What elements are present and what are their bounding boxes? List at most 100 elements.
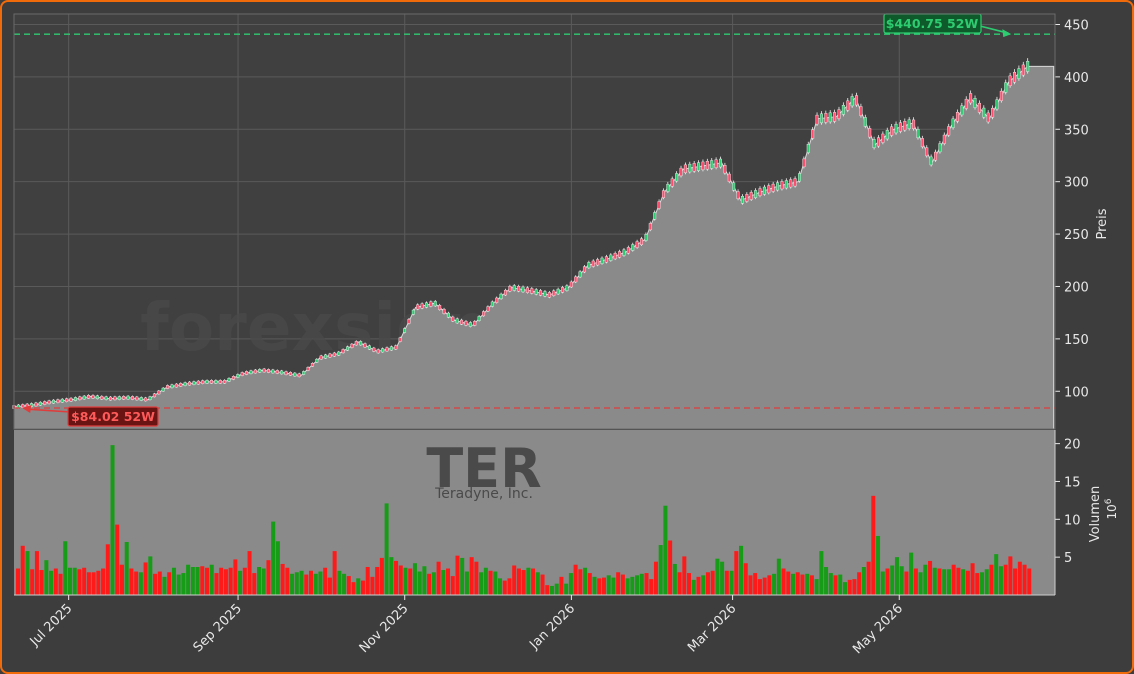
- volume-bar: [412, 563, 417, 595]
- volume-bar: [876, 535, 881, 595]
- candle-body: [183, 382, 187, 386]
- volume-y-axis: 5 10 15 20: [1055, 438, 1081, 566]
- volume-bar: [77, 569, 82, 595]
- volume-bar: [866, 561, 871, 595]
- volume-bar: [384, 503, 389, 595]
- candle-body: [495, 297, 499, 303]
- candle-body: [525, 287, 529, 293]
- volume-bar: [422, 566, 427, 595]
- candle-body: [403, 328, 407, 333]
- volume-bar: [233, 559, 238, 595]
- volume-bar: [757, 579, 762, 595]
- candle-body: [530, 288, 534, 294]
- volume-bar: [653, 561, 658, 595]
- volume-bar: [294, 572, 299, 595]
- candle-body: [736, 191, 740, 199]
- volume-bar: [710, 570, 715, 595]
- volume-bar: [994, 554, 999, 595]
- volume-bar: [493, 571, 498, 595]
- volume-bar: [918, 572, 923, 595]
- volume-bar: [285, 567, 290, 595]
- volume-bar: [408, 568, 413, 595]
- volume-bar: [597, 578, 602, 595]
- volume-bar: [625, 578, 630, 595]
- volume-bar: [356, 578, 361, 595]
- volume-bar: [809, 575, 814, 595]
- volume-bar: [668, 540, 673, 595]
- candle-body: [152, 393, 156, 398]
- volume-bar: [587, 573, 592, 595]
- candle-body: [613, 252, 617, 260]
- volume-bar: [304, 574, 309, 595]
- volume-bar: [739, 545, 744, 595]
- volume-bar: [672, 563, 677, 595]
- candle-body: [732, 182, 736, 191]
- candle-body: [262, 368, 266, 373]
- volume-bar: [266, 560, 271, 595]
- candle-body: [60, 398, 64, 403]
- volume-bar: [677, 572, 682, 595]
- candle-body: [201, 380, 205, 384]
- candle-body: [604, 256, 608, 263]
- candle-body: [328, 353, 332, 358]
- candle-body: [934, 151, 938, 161]
- candle-body: [275, 370, 279, 374]
- candle-body: [407, 319, 411, 324]
- candle-body: [797, 173, 801, 182]
- volume-bar: [247, 551, 252, 595]
- candle-body: [188, 381, 192, 386]
- candle-body: [925, 147, 929, 157]
- candle-body: [1026, 61, 1030, 72]
- volume-bar: [592, 576, 597, 595]
- volume-bar: [611, 577, 616, 595]
- volume-bar: [124, 542, 129, 595]
- candle-body: [912, 119, 916, 130]
- volume-bar: [1003, 564, 1008, 595]
- volume-bar: [398, 565, 403, 595]
- x-tick-label: Sep 2025: [191, 601, 245, 655]
- candle-body: [236, 374, 240, 378]
- candle-body: [30, 403, 34, 407]
- candle-body: [174, 383, 178, 388]
- volume-bar: [351, 582, 356, 595]
- volume-bar: [531, 568, 536, 595]
- volume-bar: [687, 573, 692, 595]
- candle-body: [433, 301, 437, 307]
- candle-body: [424, 302, 428, 308]
- candle-body: [367, 345, 371, 350]
- candle-body: [841, 105, 845, 115]
- candle-body: [868, 128, 872, 138]
- candle-body: [381, 348, 385, 353]
- volume-bar: [252, 573, 257, 595]
- candle-body: [319, 355, 323, 360]
- candle-body: [745, 194, 749, 202]
- candle-body: [688, 163, 692, 173]
- candle-body: [205, 380, 209, 384]
- candle-body: [771, 183, 775, 192]
- volume-bar: [44, 560, 49, 595]
- candle-body: [556, 288, 560, 295]
- date-axis: Jul 2025 Sep 2025 Nov 2025 Jan 2026 Mar 2026…: [27, 595, 906, 657]
- candle-body: [130, 396, 134, 400]
- volume-bar: [965, 570, 970, 595]
- candle-body: [714, 159, 718, 168]
- candle-body: [280, 370, 284, 375]
- volume-bar: [394, 560, 399, 595]
- candle-body: [920, 138, 924, 148]
- candle-body: [574, 276, 578, 283]
- candle-body: [876, 137, 880, 147]
- volume-bar: [942, 569, 947, 595]
- candle-body: [661, 190, 665, 199]
- candle-body: [359, 341, 363, 346]
- volume-bar: [521, 570, 526, 595]
- candle-body: [837, 109, 841, 119]
- volume-bar: [743, 563, 748, 595]
- candle-body: [622, 249, 626, 256]
- candle-body: [947, 126, 951, 136]
- candle-body: [653, 212, 657, 220]
- high-52w-label: $440.75 52W: [886, 16, 979, 31]
- volume-bar: [923, 564, 928, 595]
- volume-bar: [734, 551, 739, 595]
- candle-body: [240, 372, 244, 376]
- volume-bar: [786, 571, 791, 595]
